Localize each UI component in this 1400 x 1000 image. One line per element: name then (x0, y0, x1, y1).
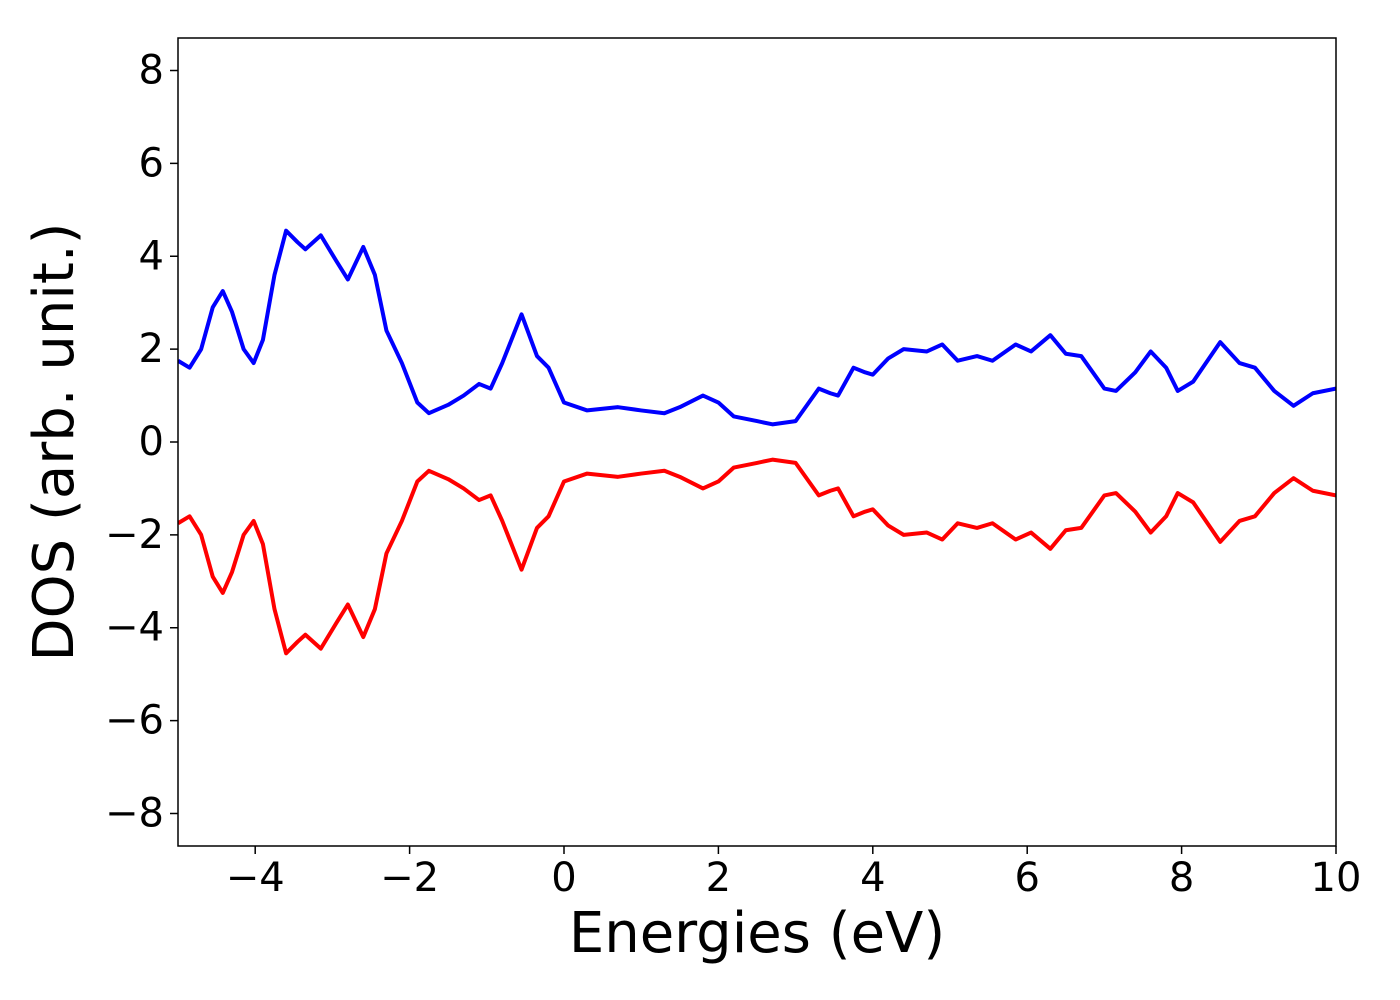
y-tick-label: 4 (139, 233, 164, 279)
x-tick-label: −4 (226, 855, 285, 901)
x-tick-label: 10 (1311, 855, 1362, 901)
dos-line (178, 457, 1336, 656)
y-tick-label: 6 (139, 140, 164, 186)
y-tick-label: −8 (105, 790, 164, 836)
dos-line (178, 228, 1336, 427)
x-tick-label: 2 (706, 855, 731, 901)
y-tick-label: −6 (105, 698, 164, 744)
x-tick-label: 6 (1014, 855, 1039, 901)
x-tick-label: 4 (860, 855, 885, 901)
x-tick-label: −2 (380, 855, 439, 901)
x-tick-label: 0 (551, 855, 576, 901)
plot-frame (177, 37, 1337, 847)
y-tick-label: −2 (105, 512, 164, 558)
y-tick-label: 8 (139, 48, 164, 94)
y-tick-label: 2 (139, 326, 164, 372)
x-tick-label: 8 (1169, 855, 1194, 901)
x-axis-label: Energies (eV) (569, 901, 945, 966)
y-axis-label: DOS (arb. unit.) (22, 222, 87, 661)
y-tick-label: −4 (105, 605, 164, 651)
y-tick-label: 0 (139, 419, 164, 465)
